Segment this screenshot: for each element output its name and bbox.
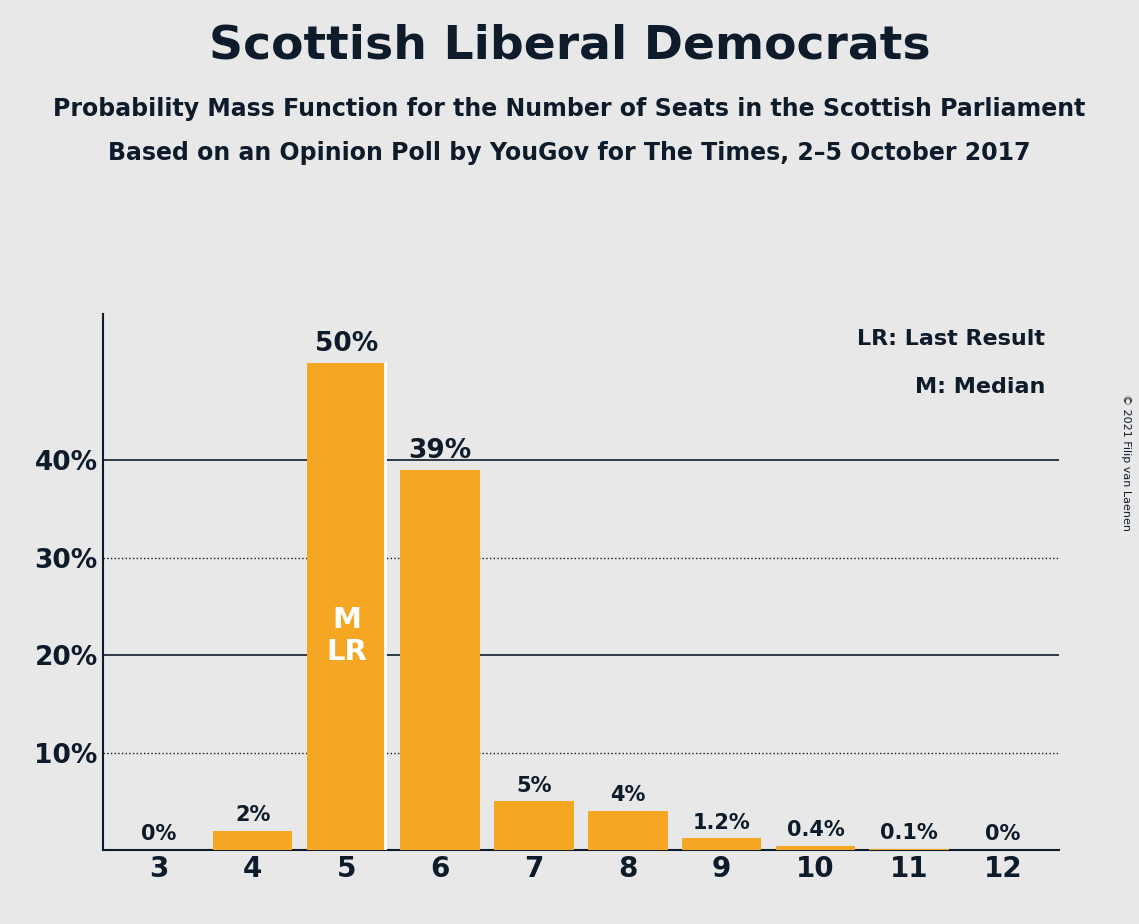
Text: M
LR: M LR [326,605,367,666]
Bar [588,811,667,850]
Bar [776,846,855,850]
Text: Based on an Opinion Poll by YouGov for The Times, 2–5 October 2017: Based on an Opinion Poll by YouGov for T… [108,141,1031,165]
Text: M: Median: M: Median [915,378,1046,397]
Text: Probability Mass Function for the Number of Seats in the Scottish Parliament: Probability Mass Function for the Number… [54,97,1085,121]
Bar [682,838,762,850]
Text: 5%: 5% [516,775,551,796]
Bar [869,849,949,850]
Text: 0.4%: 0.4% [787,821,844,840]
Text: 0.1%: 0.1% [880,823,939,844]
Text: 0%: 0% [985,824,1021,845]
Text: 50%: 50% [314,331,378,357]
Bar [494,801,574,850]
Text: 1.2%: 1.2% [693,812,751,833]
Text: © 2021 Filip van Laenen: © 2021 Filip van Laenen [1121,394,1131,530]
Text: LR: Last Result: LR: Last Result [858,329,1046,348]
Bar [213,831,293,850]
Text: 4%: 4% [611,785,646,805]
Text: 39%: 39% [409,438,472,464]
Text: 2%: 2% [235,805,270,825]
Text: 0%: 0% [141,824,177,845]
Bar [400,470,480,850]
Bar [306,363,386,850]
Text: Scottish Liberal Democrats: Scottish Liberal Democrats [208,23,931,68]
